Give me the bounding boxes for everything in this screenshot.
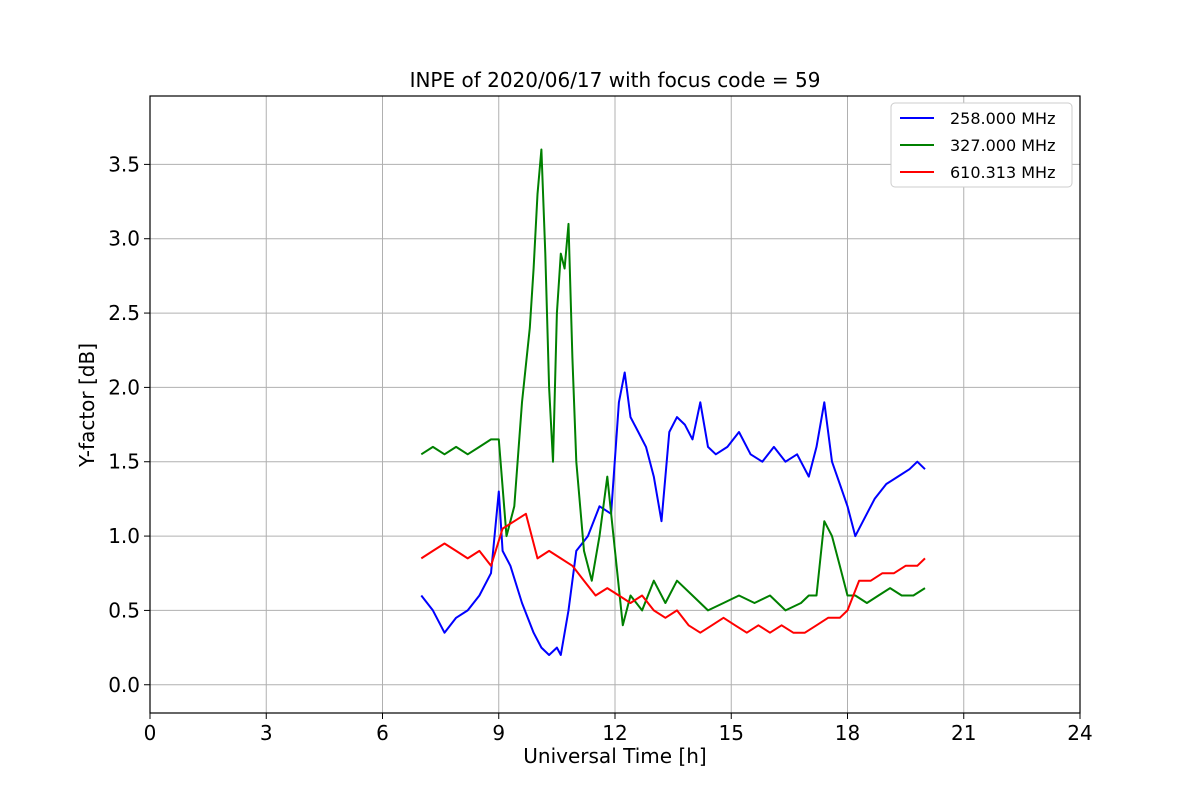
axis-ticks: 0 3 6 9 12 15 18 21 24 0.0 0.5 1.0 1.5 2.0 2.5 3.0 3.5 bbox=[108, 152, 1093, 745]
x-tick-label: 12 bbox=[602, 721, 627, 745]
y-tick-label: 2.0 bbox=[108, 375, 140, 399]
plot-series bbox=[420, 148, 926, 656]
x-tick-label: 0 bbox=[144, 721, 157, 745]
x-axis-label: Universal Time [h] bbox=[523, 744, 706, 768]
y-tick-label: 1.5 bbox=[108, 450, 140, 474]
y-tick-label: 3.0 bbox=[108, 227, 140, 251]
x-tick-label: 6 bbox=[376, 721, 389, 745]
x-tick-label: 21 bbox=[951, 721, 976, 745]
series-line-610mhz bbox=[420, 512, 926, 634]
legend-label-258: 258.000 MHz bbox=[950, 109, 1055, 128]
series-line-258mhz bbox=[420, 371, 926, 656]
x-tick-label: 9 bbox=[492, 721, 505, 745]
legend-box bbox=[890, 102, 1073, 188]
y-tick-label: 0.0 bbox=[108, 673, 140, 697]
chart-title: INPE of 2020/06/17 with focus code = 59 bbox=[410, 68, 821, 92]
x-tick-label: 15 bbox=[719, 721, 744, 745]
y-tick-label: 0.5 bbox=[108, 598, 140, 622]
y-tick-label: 2.5 bbox=[108, 301, 140, 325]
y-tick-label: 1.0 bbox=[108, 524, 140, 548]
legend-label-327: 327.000 MHz bbox=[950, 136, 1055, 155]
x-tick-label: 24 bbox=[1067, 721, 1092, 745]
series-line-327mhz bbox=[420, 148, 926, 627]
y-axis-label: Y-factor [dB] bbox=[75, 343, 99, 468]
legend-label-610: 610.313 MHz bbox=[950, 163, 1055, 182]
y-tick-label: 3.5 bbox=[108, 152, 140, 176]
x-tick-label: 3 bbox=[260, 721, 273, 745]
x-tick-label: 18 bbox=[835, 721, 860, 745]
legend: 258.000 MHz 327.000 MHz 610.313 MHz bbox=[890, 102, 1073, 188]
